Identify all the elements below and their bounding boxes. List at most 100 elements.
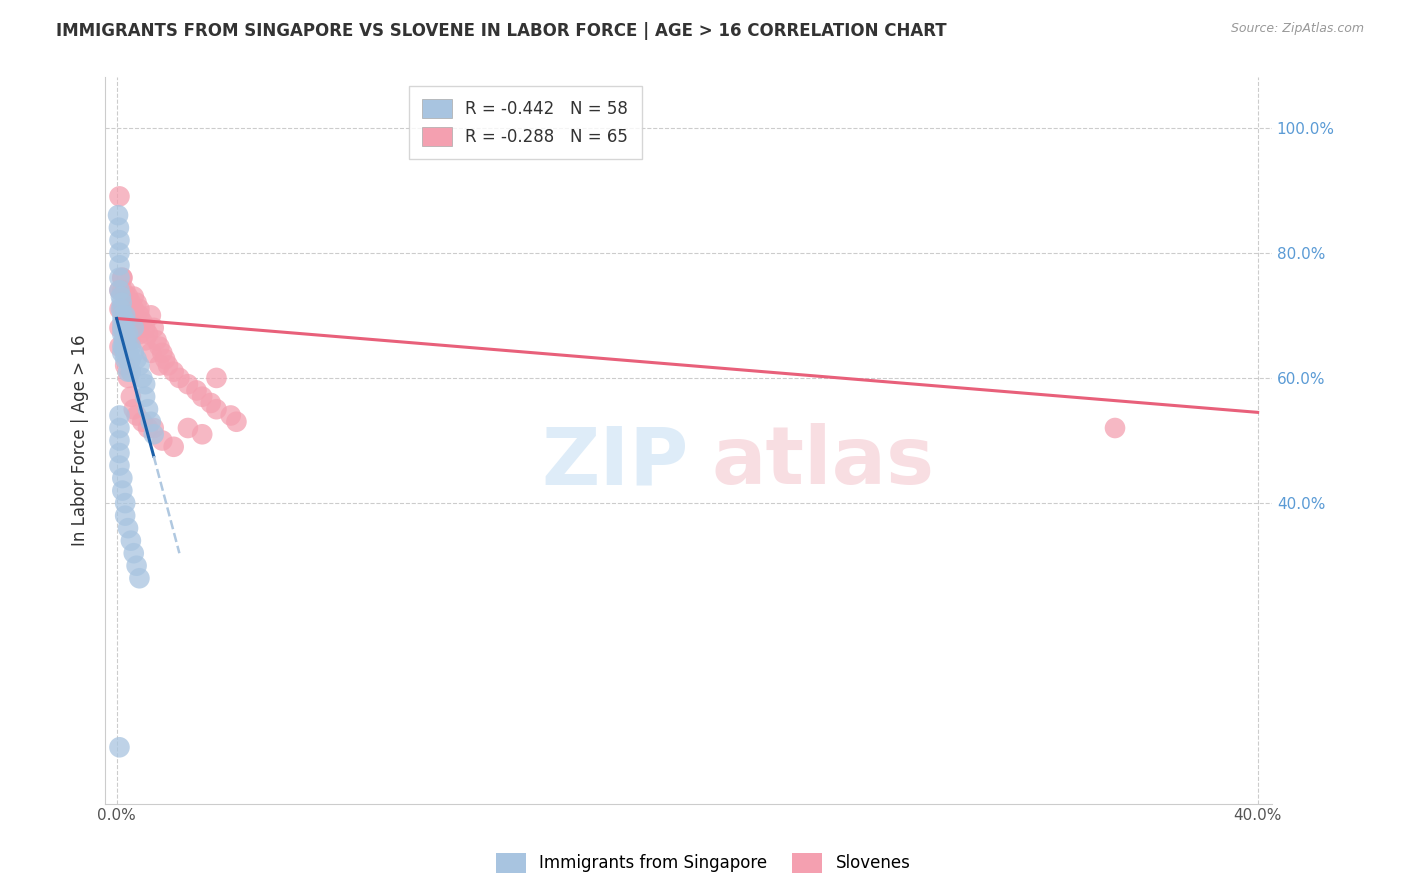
Point [139, 346, 162, 360]
Text: ZIP: ZIP [541, 424, 689, 501]
Point [111, 309, 134, 323]
Point [114, 283, 136, 297]
Point [107, 208, 129, 222]
Point [110, 289, 132, 303]
Point [120, 334, 142, 348]
Point [111, 340, 134, 354]
Point [122, 301, 145, 316]
Point [112, 340, 135, 354]
Point [120, 340, 142, 354]
Point [114, 352, 136, 367]
Point [114, 334, 136, 348]
Point [117, 371, 139, 385]
Point [108, 409, 131, 423]
Point [163, 440, 186, 454]
Point [111, 483, 134, 498]
Point [108, 340, 131, 354]
Point [163, 365, 186, 379]
Point [125, 352, 148, 367]
Point [111, 301, 134, 316]
Point [1104, 421, 1126, 435]
Point [142, 421, 165, 435]
Point [117, 327, 139, 342]
Point [148, 359, 170, 373]
Point [111, 315, 134, 329]
Point [108, 321, 131, 335]
Point [117, 352, 139, 367]
Point [115, 340, 138, 354]
Point [111, 270, 134, 285]
Point [114, 301, 136, 316]
Point [111, 321, 134, 335]
Point [108, 458, 131, 473]
Point [108, 258, 131, 272]
Point [142, 427, 165, 442]
Point [128, 309, 150, 323]
Point [111, 270, 134, 285]
Point [114, 327, 136, 342]
Point [120, 295, 142, 310]
Point [120, 533, 142, 548]
Point [108, 740, 131, 755]
Point [120, 390, 142, 404]
Point [114, 315, 136, 329]
Point [108, 283, 131, 297]
Point [148, 340, 170, 354]
Point [114, 359, 136, 373]
Point [128, 571, 150, 585]
Point [191, 390, 214, 404]
Point [120, 315, 142, 329]
Point [120, 352, 142, 367]
Point [125, 558, 148, 573]
Point [122, 546, 145, 560]
Point [111, 283, 134, 297]
Point [131, 415, 153, 429]
Point [134, 321, 156, 335]
Point [114, 508, 136, 523]
Point [108, 245, 131, 260]
Point [108, 189, 131, 203]
Point [108, 220, 131, 235]
Legend: R = -0.442   N = 58, R = -0.288   N = 65: R = -0.442 N = 58, R = -0.288 N = 65 [409, 86, 641, 160]
Point [191, 427, 214, 442]
Point [117, 289, 139, 303]
Y-axis label: In Labor Force | Age > 16: In Labor Force | Age > 16 [72, 334, 89, 546]
Point [142, 321, 165, 335]
Point [111, 346, 134, 360]
Point [139, 309, 162, 323]
Point [114, 496, 136, 510]
Point [205, 402, 228, 417]
Text: atlas: atlas [711, 424, 935, 501]
Point [112, 334, 135, 348]
Point [117, 309, 139, 323]
Point [125, 315, 148, 329]
Point [139, 415, 162, 429]
Point [134, 377, 156, 392]
Point [153, 352, 176, 367]
Point [108, 421, 131, 435]
Point [186, 384, 208, 398]
Point [117, 340, 139, 354]
Point [110, 301, 132, 316]
Point [114, 289, 136, 303]
Point [145, 334, 167, 348]
Point [117, 327, 139, 342]
Point [111, 471, 134, 485]
Point [169, 371, 191, 385]
Point [134, 390, 156, 404]
Point [200, 396, 222, 410]
Point [125, 409, 148, 423]
Point [120, 301, 142, 316]
Point [131, 315, 153, 329]
Point [219, 409, 242, 423]
Point [177, 421, 200, 435]
Point [108, 301, 131, 316]
Point [150, 434, 173, 448]
Text: IMMIGRANTS FROM SINGAPORE VS SLOVENE IN LABOR FORCE | AGE > 16 CORRELATION CHART: IMMIGRANTS FROM SINGAPORE VS SLOVENE IN … [56, 22, 946, 40]
Point [128, 359, 150, 373]
Point [125, 295, 148, 310]
Point [150, 346, 173, 360]
Point [108, 446, 131, 460]
Point [114, 321, 136, 335]
Point [117, 521, 139, 535]
